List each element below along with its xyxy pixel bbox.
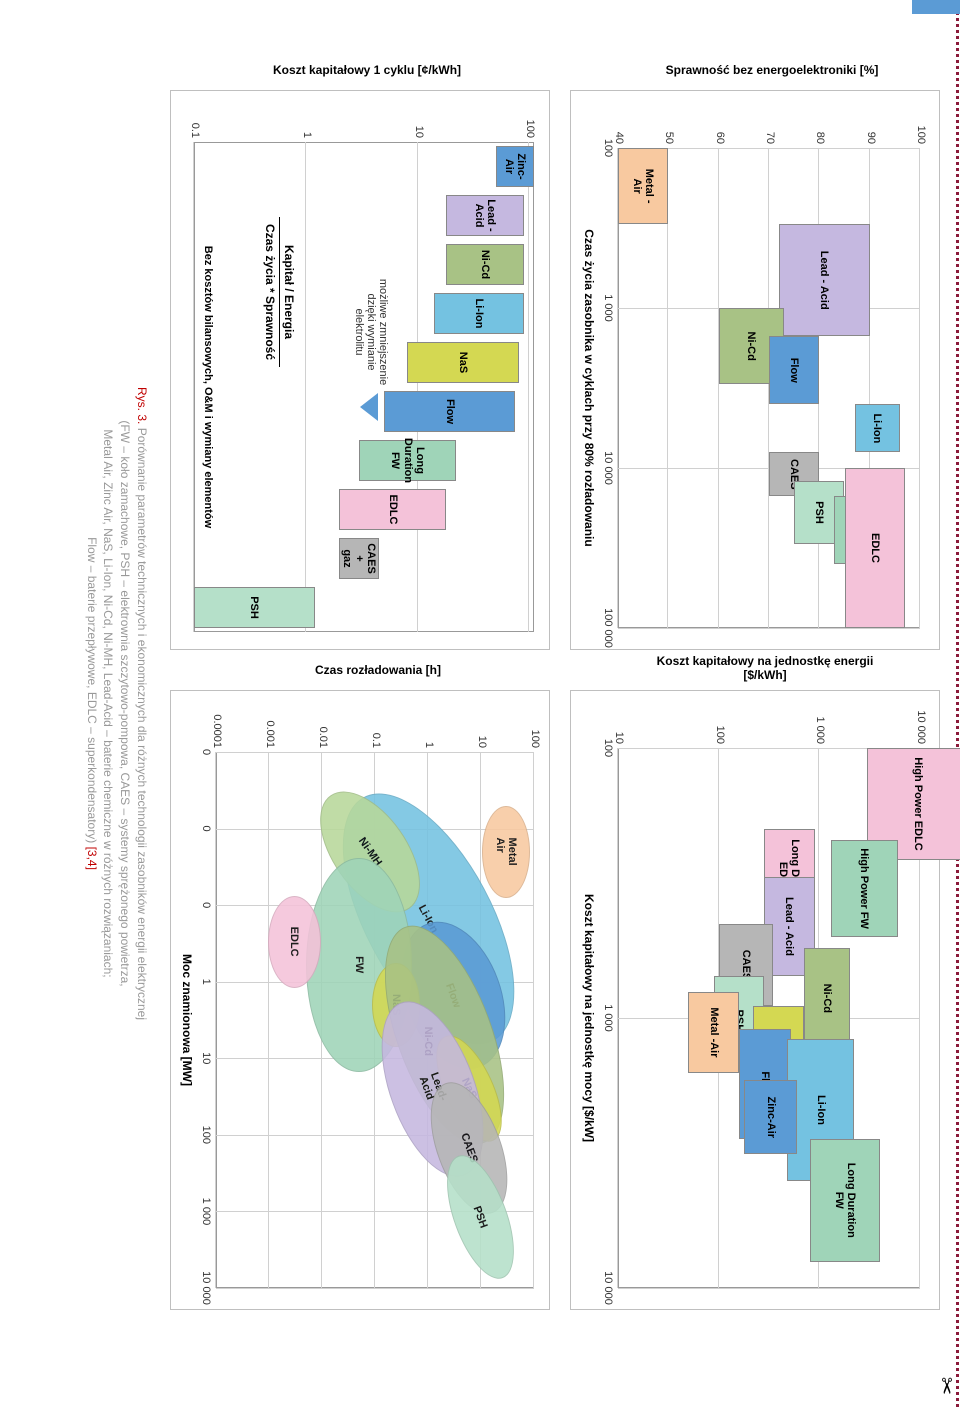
caption-refs: [3,4] <box>85 847 99 870</box>
block-metal-air: Metal -Air <box>618 148 668 224</box>
ellipse-metal-air: MetalAir <box>482 806 530 898</box>
bar-caes-gaz: CAES +gaz <box>339 538 378 579</box>
bar-flow: Flow <box>384 391 515 432</box>
block-high-power-fw: High Power FW <box>831 840 898 936</box>
bar-li-ion: Li-Ion <box>434 293 524 334</box>
caption-line2: (FW – koło zamachowe, PSH – elektrownia … <box>118 420 132 986</box>
caption-line3: Metal Air, Zinc Air, NaS, Li-Ion, Ni-Cd,… <box>101 429 115 977</box>
block-ni-cd: Ni-Cd <box>804 948 850 1049</box>
block-edlc: EDLC <box>845 468 905 628</box>
block-li-ion: Li-Ion <box>855 404 900 452</box>
caption-line4: Flow – baterie przepływowe, EDLC – super… <box>85 537 99 846</box>
bar-ni-cd: Ni-Cd <box>446 244 524 285</box>
bar-nas: NaS <box>407 342 519 383</box>
ellipse-edlc: EDLC <box>268 896 321 988</box>
bar-long-duration-fw: Long DurationFW <box>359 440 456 481</box>
charts-grid: 1001 00010 000100 000405060708090100Meta… <box>90 0 960 1407</box>
caption-prefix: Rys. 3. <box>135 387 149 424</box>
bar-lead-acid: Lead -Acid <box>446 195 524 236</box>
block-flow: Flow <box>769 336 819 404</box>
page-rotated-container: 1001 00010 000100 000405060708090100Meta… <box>0 0 960 960</box>
figure-caption: Rys. 3. Porównanie parametrów techniczny… <box>83 0 150 1407</box>
bar-edlc: EDLC <box>339 489 446 530</box>
caption-line1: Porównanie parametrów technicznych i eko… <box>135 428 149 1020</box>
block-long-duration-fw: Long DurationFW <box>810 1139 880 1262</box>
bar-zinc-air: Zinc-Air <box>496 146 534 187</box>
block-zinc-air: Zinc-Air <box>744 1080 797 1154</box>
block-lead-acid: Lead - Acid <box>779 224 870 336</box>
block-metal-air: Metal -Air <box>688 992 739 1073</box>
